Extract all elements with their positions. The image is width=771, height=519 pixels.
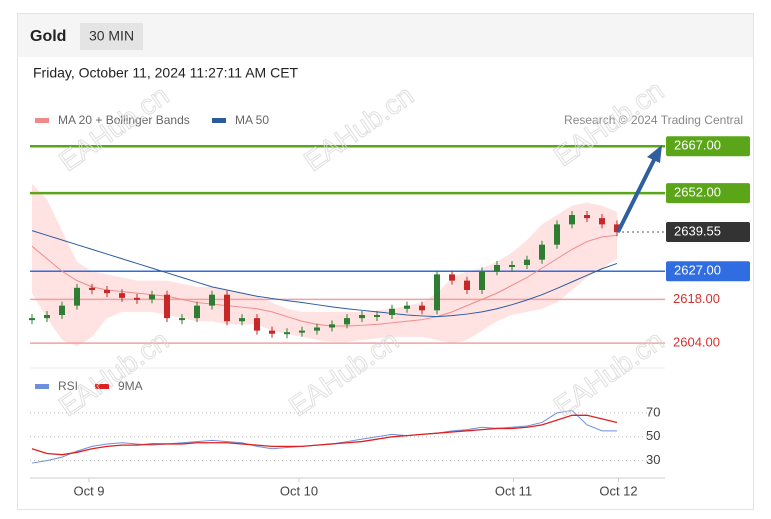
credit: Research © 2024 Trading Central xyxy=(564,113,743,127)
candle xyxy=(149,294,155,300)
candle xyxy=(209,294,215,306)
candle xyxy=(74,287,80,306)
level-label: 2639.55 xyxy=(674,223,721,238)
candle xyxy=(539,244,545,260)
candle xyxy=(44,315,50,319)
candle xyxy=(314,327,320,331)
candle xyxy=(194,305,200,319)
candle xyxy=(344,318,350,325)
x-tick-label: Oct 12 xyxy=(599,483,637,498)
x-tick-label: Oct 11 xyxy=(495,483,532,498)
candle xyxy=(569,215,575,225)
rsi-legend-label: 9MA xyxy=(118,379,143,393)
candle xyxy=(329,324,335,328)
candle xyxy=(59,305,65,315)
rsi-legend-swatch xyxy=(95,384,109,389)
timeframe: 30 MIN xyxy=(89,28,134,44)
candle xyxy=(389,308,395,315)
x-tick-label: Oct 10 xyxy=(280,483,318,498)
rsi-line xyxy=(31,414,618,456)
level-label: 2652.00 xyxy=(674,185,721,200)
candle xyxy=(299,330,305,333)
candle xyxy=(179,318,185,321)
card-border xyxy=(17,13,754,510)
timestamp: Friday, October 11, 2024 11:27:11 AM CET xyxy=(33,65,299,81)
candle xyxy=(404,305,410,309)
level-label-box xyxy=(666,261,750,282)
level-label-box xyxy=(666,222,750,243)
rsi-legend-label: RSI xyxy=(58,379,78,393)
candle xyxy=(509,265,515,267)
timeframe-box xyxy=(80,23,143,50)
x-tick-label: Oct 9 xyxy=(73,483,104,498)
level-label: 2627.00 xyxy=(674,263,721,278)
level-label-box xyxy=(666,136,750,157)
level-label: 2618.00 xyxy=(673,291,720,306)
candle xyxy=(164,294,170,319)
candle xyxy=(284,332,290,335)
legend-label: MA 50 xyxy=(235,113,269,127)
arrow-shaft xyxy=(616,157,657,233)
candle xyxy=(359,315,365,319)
candle xyxy=(464,280,470,290)
legend-swatch xyxy=(35,118,49,123)
legend-swatch xyxy=(212,118,226,123)
candle xyxy=(419,305,425,311)
candle xyxy=(524,259,530,265)
rsi-tick-label: 70 xyxy=(646,404,660,419)
candle xyxy=(614,224,620,233)
candle xyxy=(29,318,35,321)
ma-line xyxy=(31,234,618,327)
candle xyxy=(479,271,485,290)
instrument: Gold xyxy=(30,28,66,45)
rsi-legend-swatch xyxy=(35,384,49,389)
candle xyxy=(374,315,380,317)
candle xyxy=(119,293,125,298)
level-label-box xyxy=(666,183,750,204)
candle xyxy=(449,274,455,281)
candle xyxy=(104,290,110,294)
candle xyxy=(134,297,140,300)
rsi-tick-label: 50 xyxy=(646,428,660,443)
arrow-head xyxy=(647,145,662,163)
ma-line xyxy=(31,230,618,318)
bollinger-band xyxy=(32,183,617,347)
candle xyxy=(254,318,260,331)
candle xyxy=(224,294,230,322)
candle xyxy=(239,318,245,322)
legend-label: MA 20 + Bollinger Bands xyxy=(58,113,190,127)
candle xyxy=(554,224,560,245)
candle xyxy=(434,274,440,311)
candle xyxy=(269,330,275,334)
candle xyxy=(89,287,95,290)
rsi-tick-label: 30 xyxy=(646,452,660,467)
level-label: 2667.00 xyxy=(674,138,721,153)
level-label: 2604.00 xyxy=(673,335,720,350)
candle xyxy=(599,218,605,225)
candle xyxy=(584,215,590,219)
candle xyxy=(494,265,500,272)
